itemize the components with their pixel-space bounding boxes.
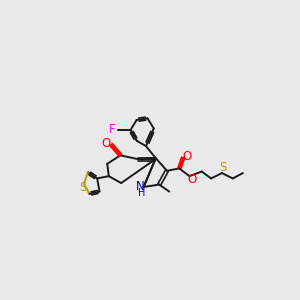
Text: O: O xyxy=(188,173,197,187)
Text: N: N xyxy=(135,180,144,193)
Text: O: O xyxy=(102,136,111,149)
Text: S: S xyxy=(219,161,226,174)
Text: F: F xyxy=(110,123,116,136)
Text: H: H xyxy=(138,188,145,198)
Text: O: O xyxy=(182,150,192,163)
Text: S: S xyxy=(79,181,86,194)
